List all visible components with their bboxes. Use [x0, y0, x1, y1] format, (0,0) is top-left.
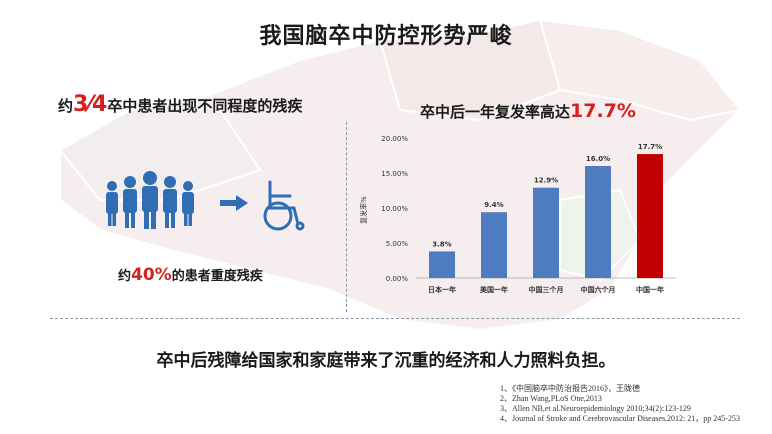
arrow-right-icon	[220, 195, 248, 211]
severe-percent: 40%	[131, 265, 172, 285]
y-axis-label: 复发率%	[359, 196, 368, 224]
people-group-icon	[106, 171, 194, 229]
bar	[481, 212, 507, 278]
reference-item: 1、《中国脑卒中防治报告2016》，王陇德	[500, 384, 640, 393]
bar-data-label: 12.9%	[534, 177, 558, 185]
page-title: 我国脑卒中防控形势严峻	[259, 24, 513, 49]
x-category-label: 中国一年	[636, 285, 664, 294]
y-tick-label: 15.00%	[381, 170, 408, 178]
recurrence-bar-chart: 复发率% 0.00% 5.00% 10.00% 15.00% 20.00% 3.8% 日本一…	[359, 135, 676, 294]
y-tick-label: 5.00%	[386, 240, 409, 248]
reference-item: 3、Allen NB,et al.Neuroepidemiology 2010;…	[500, 404, 691, 413]
reference-item: 2、Zhan Wang,PLoS One,2013	[500, 394, 602, 403]
horizontal-divider	[50, 318, 740, 319]
references-list: 1、《中国脑卒中防治报告2016》，王陇德 2、Zhan Wang,PLoS O…	[500, 384, 740, 424]
disability-fraction: 3⁄4	[73, 92, 108, 117]
wheelchair-icon	[263, 180, 305, 231]
y-tick-label: 0.00%	[386, 275, 409, 283]
recurrence-heading-value: 17.7%	[570, 100, 636, 122]
x-category-label: 中国六个月	[581, 285, 616, 294]
x-category-label: 日本一年	[428, 285, 456, 294]
bar	[533, 187, 559, 278]
bar	[637, 154, 663, 278]
disability-prefix: 约	[58, 97, 74, 115]
recurrence-heading-text: 卒中后一年复发率高达	[420, 103, 571, 121]
bar-data-label: 17.7%	[638, 143, 662, 151]
severe-suffix: 的患者重度残疾	[171, 269, 263, 284]
y-tick-label: 20.00%	[381, 135, 408, 143]
vertical-divider	[346, 122, 347, 312]
bar-data-label: 9.4%	[484, 201, 503, 209]
disability-suffix: 卒中患者出现不同程度的残疾	[107, 97, 303, 115]
x-category-label: 中国三个月	[529, 285, 564, 294]
severe-disability-text: 约40%的患者重度残疾	[118, 265, 263, 285]
disability-heading: 约3⁄4卒中患者出现不同程度的残疾	[58, 92, 302, 117]
y-tick-label: 10.00%	[381, 205, 408, 213]
bar-data-label: 16.0%	[586, 155, 610, 163]
reference-item: 4、Journal of Stroke and Cerebrovascular …	[500, 414, 740, 423]
bar-data-label: 3.8%	[432, 240, 451, 248]
x-category-label: 美国一年	[480, 285, 508, 294]
bar	[429, 251, 455, 278]
conclusion-text: 卒中后残障给国家和家庭带来了沉重的经济和人力照料负担。	[156, 351, 616, 371]
severe-prefix: 约	[118, 269, 132, 284]
recurrence-heading: 卒中后一年复发率高达17.7%	[420, 100, 636, 122]
bar	[585, 166, 611, 278]
